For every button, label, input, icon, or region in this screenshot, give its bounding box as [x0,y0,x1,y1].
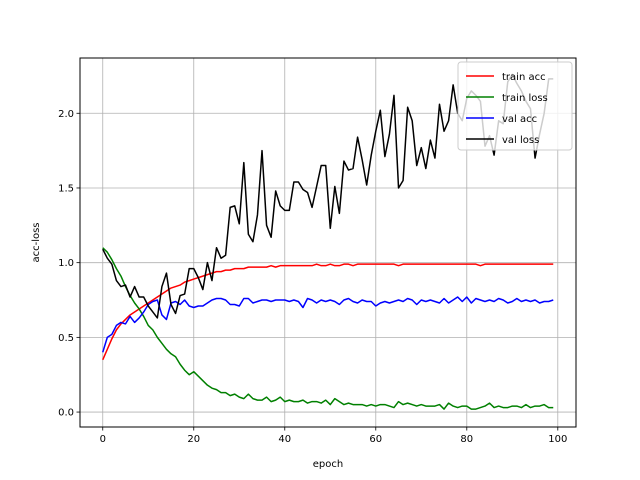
y-tick-label: 1.5 [58,183,74,194]
y-tick-label: 0.0 [58,408,74,419]
series-line-train-loss [102,247,554,410]
axis-ticks: 0 20 40 60 80 100 0.0 0.5 1.0 1.5 2.0 [58,109,567,445]
x-tick-label: 100 [548,434,567,445]
legend-label-train-acc: train acc [502,72,546,83]
x-tick-label: 80 [460,434,473,445]
series-line-train-acc [102,263,554,361]
legend: train acc train loss val acc val loss [457,61,573,151]
x-tick-label: 0 [100,434,106,445]
legend-label-val-acc: val acc [502,114,537,125]
x-tick-label: 60 [369,434,382,445]
plot-frame [79,57,577,428]
legend-label-val-loss: val loss [502,135,539,146]
x-tick-label: 20 [187,434,200,445]
x-tick-label: 40 [278,434,291,445]
y-tick-label: 1.0 [58,258,74,269]
legend-box [457,61,573,151]
legend-label-train-loss: train loss [502,93,548,104]
y-axis-label: acc-loss [31,222,42,262]
y-tick-label: 2.0 [58,109,74,120]
y-tick-label: 0.5 [58,333,74,344]
x-axis-label: epoch [313,459,343,470]
